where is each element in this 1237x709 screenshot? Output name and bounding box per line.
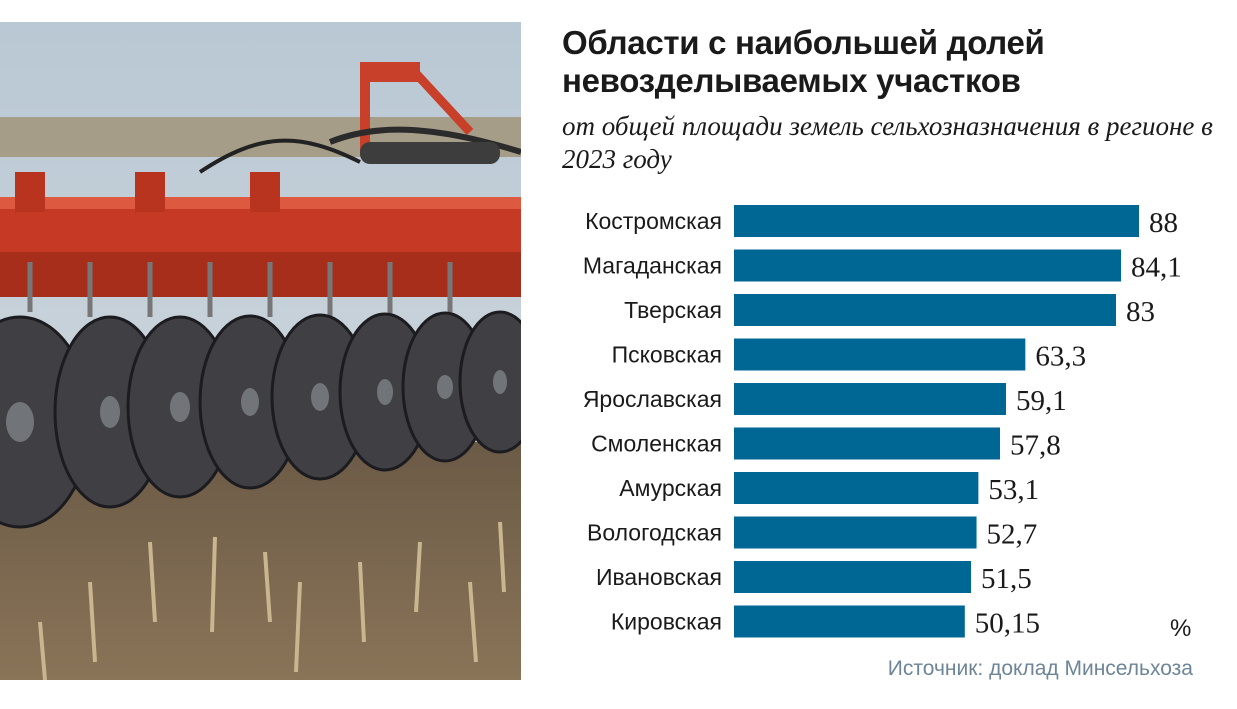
category-label: Ивановская	[596, 564, 722, 590]
category-label: Смоленская	[591, 431, 722, 457]
bar	[734, 383, 1006, 415]
chart-title: Области с наибольшей долей невозделываем…	[562, 24, 1045, 99]
category-label: Магаданская	[583, 253, 722, 279]
disc-harrow-photo	[0, 22, 521, 680]
bar	[734, 205, 1139, 237]
category-label: Амурская	[619, 475, 722, 501]
bar	[734, 294, 1116, 326]
bar	[734, 338, 1026, 371]
value-label: 52,7	[987, 519, 1038, 551]
unit-label: %	[1170, 615, 1192, 642]
category-label: Ярославская	[583, 386, 722, 412]
value-label: 53,1	[988, 474, 1039, 506]
category-label: Кировская	[611, 609, 722, 635]
value-label: 50,15	[975, 608, 1040, 640]
bar	[734, 427, 1001, 460]
value-label: 63,3	[1035, 341, 1086, 373]
chart-subtitle: от общей площади земель сельхозназначени…	[562, 111, 1213, 174]
category-label: Вологодская	[587, 520, 722, 546]
bar	[734, 516, 977, 549]
bar	[734, 249, 1122, 282]
value-label: 83	[1126, 296, 1155, 328]
category-label: Псковская	[612, 342, 722, 368]
bar	[734, 561, 972, 593]
value-label: 88	[1149, 207, 1178, 239]
value-label: 59,1	[1016, 385, 1067, 417]
category-label: Тверская	[624, 297, 722, 323]
value-label: 57,8	[1010, 430, 1061, 462]
source-note: Источник: доклад Минсельхоза	[887, 657, 1193, 680]
bar	[734, 605, 965, 638]
bar	[734, 472, 979, 504]
value-label: 51,5	[981, 563, 1032, 595]
category-label: Костромская	[585, 208, 722, 234]
value-label: 84,1	[1131, 252, 1182, 284]
bar-chart: Костромская 88 Магаданская 84,1 Тверская 83 Пс…	[583, 205, 1182, 640]
